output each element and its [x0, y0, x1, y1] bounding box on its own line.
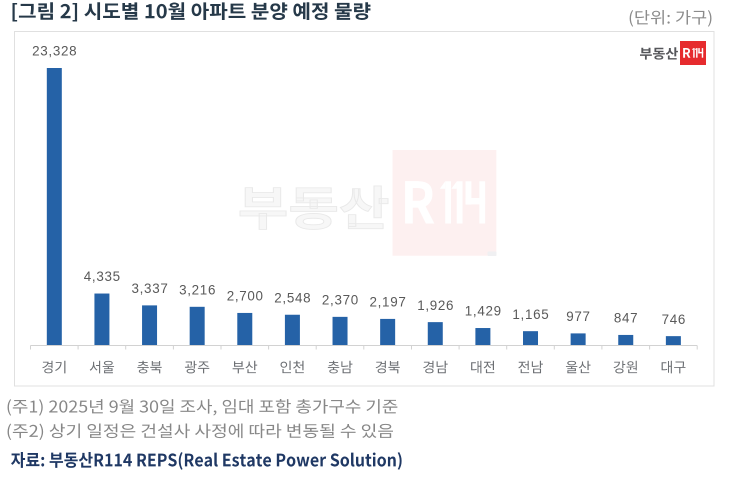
svg-text:3,337: 3,337 [131, 281, 168, 296]
svg-text:746: 746 [662, 312, 686, 327]
svg-text:2,700: 2,700 [227, 289, 264, 304]
svg-text:1,429: 1,429 [465, 304, 502, 319]
svg-text:2,548: 2,548 [274, 290, 311, 305]
svg-text:977: 977 [566, 309, 590, 324]
svg-text:2,197: 2,197 [369, 295, 406, 310]
svg-text:3,216: 3,216 [179, 283, 216, 298]
svg-text:847: 847 [614, 311, 638, 326]
svg-text:23,328: 23,328 [32, 44, 77, 59]
svg-text:2,370: 2,370 [322, 293, 359, 308]
svg-text:1,926: 1,926 [417, 298, 454, 313]
svg-text:4,335: 4,335 [84, 269, 121, 284]
svg-text:1,165: 1,165 [512, 307, 549, 322]
